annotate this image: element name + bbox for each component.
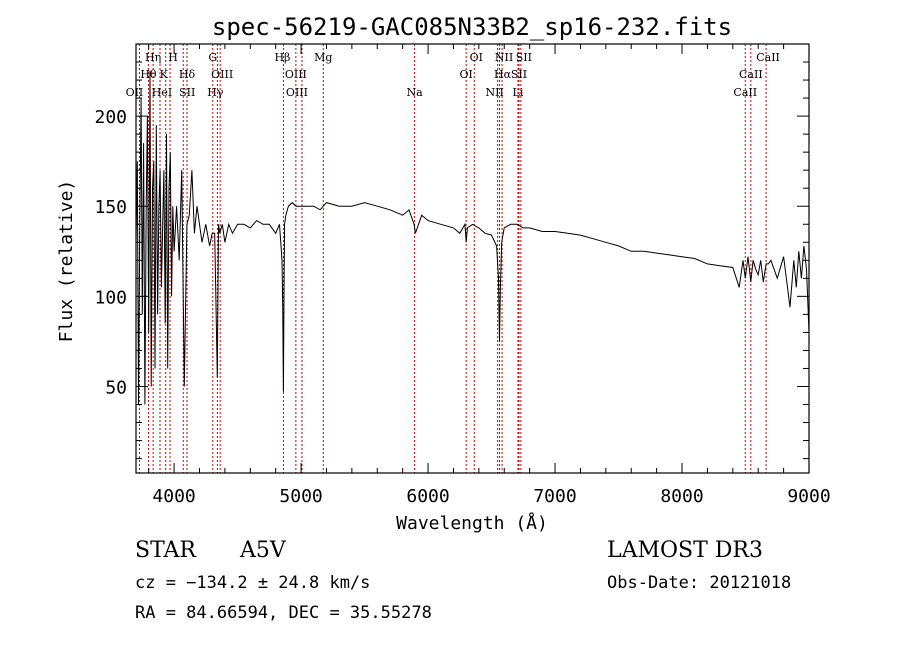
line-marker-label: Na <box>407 86 424 99</box>
radial-velocity: cz = −134.2 ± 24.8 km/s <box>135 573 371 593</box>
survey-name: LAMOST DR3 <box>607 538 763 563</box>
line-marker-label: H <box>168 51 178 64</box>
line-marker-label: Hγ <box>207 86 224 99</box>
y-axis-label: Flux (relative) <box>56 180 77 343</box>
line-marker-label: OI <box>459 68 472 81</box>
line-marker-label: NII <box>485 86 503 99</box>
object-class: STAR <box>135 538 196 563</box>
line-marker-label: Hθ <box>140 68 157 81</box>
coordinates: RA = 84.66594, DEC = 35.55278 <box>135 603 432 623</box>
observation-date: Obs-Date: 20121018 <box>607 573 792 593</box>
flux-spectrum-line <box>135 70 810 405</box>
y-tick-label: 200 <box>94 107 127 128</box>
y-axis-ticks: 50 100 150 200 <box>94 43 809 460</box>
line-marker-label: OII <box>126 86 144 99</box>
chart-title: spec-56219-GAC085N33B2_sp16-232.fits <box>212 13 732 41</box>
line-marker-label: CaII <box>739 68 763 81</box>
line-marker-label: SII <box>511 68 527 81</box>
line-marker-label: OI <box>470 51 483 64</box>
x-tick-label: 9000 <box>787 486 830 507</box>
line-marker-label: OIII <box>286 86 308 99</box>
line-marker-label: CaII <box>733 86 757 99</box>
x-tick-label: 4000 <box>152 486 195 507</box>
line-marker-label: HeI <box>152 86 172 99</box>
spectral-line-markers <box>138 44 767 473</box>
line-marker-label: Mg <box>314 51 332 64</box>
y-tick-label: 100 <box>94 287 127 308</box>
line-marker-label: Hη <box>145 51 161 64</box>
spectral-subclass: A5V <box>240 538 286 563</box>
x-axis-label: Wavelength (Å) <box>396 512 548 534</box>
spectral-line-labels: OII Hθ Hη HeI KH SII Hδ G Hγ OIII Hβ OIII OIII Mg Na OI… <box>126 51 780 99</box>
line-marker-label: NII <box>495 51 513 64</box>
line-marker-label: SII <box>516 51 532 64</box>
line-marker-label: G <box>208 51 217 64</box>
line-marker-label: CaII <box>756 51 780 64</box>
line-marker-label: SII <box>179 86 195 99</box>
x-tick-label: 7000 <box>533 486 576 507</box>
line-marker-label: Li <box>513 86 524 99</box>
x-tick-label: 8000 <box>660 486 703 507</box>
y-tick-label: 50 <box>105 377 127 398</box>
line-marker-label: OIII <box>285 68 307 81</box>
x-tick-label: 5000 <box>279 486 322 507</box>
x-tick-label: 6000 <box>406 486 449 507</box>
line-marker-label: OIII <box>211 68 233 81</box>
y-tick-label: 150 <box>94 197 127 218</box>
line-marker-label: Hδ <box>179 68 196 81</box>
x-axis-ticks: 4000 5000 6000 7000 8000 9000 <box>148 44 831 507</box>
plot-frame <box>135 43 810 474</box>
line-marker-label: K <box>160 68 169 81</box>
line-marker-label: Hβ <box>274 51 290 64</box>
line-marker-label: Hα <box>494 68 512 81</box>
